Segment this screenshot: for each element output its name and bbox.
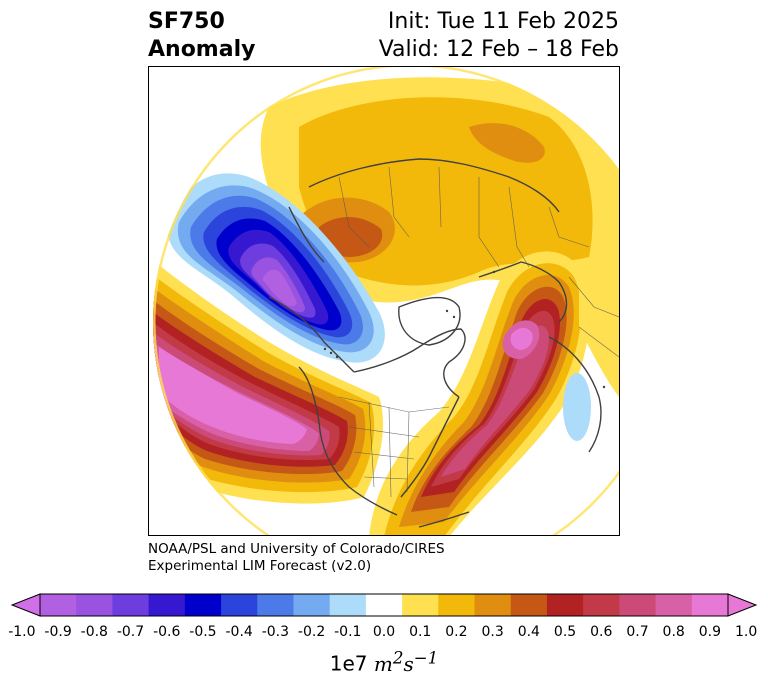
- units-expression: m2s−1: [373, 648, 439, 676]
- colorbar-tick-label: 0.7: [626, 624, 649, 640]
- coastlines: [268, 158, 602, 528]
- colorbar-tick-label: 0.5: [553, 624, 577, 640]
- colorbar-units: 1e7 m2s−1: [0, 648, 768, 676]
- colorbar-tick-label: 0.2: [445, 624, 468, 640]
- attribution-line-2: Experimental LIM Forecast (v2.0): [148, 558, 372, 574]
- colorbar-tick-label: -0.3: [261, 624, 290, 640]
- na-west-coast: [298, 366, 398, 516]
- colorbar-bin: [619, 594, 657, 616]
- forecast-dates: Init: Tue 11 Feb 2025 Valid: 12 Feb – 18…: [379, 8, 619, 64]
- map-panel: [148, 66, 620, 536]
- positive-anomaly-north-africa: [579, 276, 619, 397]
- colorbar-ticks: -1.0 -0.9 -0.8 -0.7 -0.6 -0.5 -0.4 -0.3 -0.2 -0.1…: [0, 624, 768, 644]
- colorbar-bin: [510, 594, 548, 616]
- colorbar-tick-label: 0.8: [662, 624, 685, 640]
- positive-anomaly-eastern-us-atlantic: [369, 251, 590, 535]
- colorbar-tick-label: 0.6: [590, 624, 613, 640]
- negative-anomaly-indian-ocean: [563, 373, 591, 441]
- colorbar-tick-label: 0.4: [517, 624, 540, 640]
- colorbar-tick-label: -0.6: [153, 624, 181, 640]
- colorbar-bin: [257, 594, 294, 616]
- valid-range: Valid: 12 Feb – 18 Feb: [378, 37, 619, 62]
- colorbar-bin: [76, 594, 113, 616]
- colorbar-bin: [402, 594, 439, 616]
- colorbar-tick-label: 0.0: [372, 624, 396, 640]
- colorbar-tick-label: -0.8: [80, 624, 108, 640]
- islands: [323, 270, 606, 389]
- title-anomaly: Anomaly: [148, 37, 256, 62]
- colorbar-tick-label: -0.4: [225, 624, 253, 640]
- colorbar-bin: [112, 594, 150, 616]
- africa-coast: [548, 336, 602, 453]
- colorbar-tick-label: -0.5: [189, 624, 217, 640]
- colorbar-tick-label: 0.9: [698, 624, 722, 640]
- colorbar: [10, 593, 758, 617]
- colorbar-bin: [583, 594, 620, 616]
- colorbar-tick-label: -1.0: [8, 624, 36, 640]
- colorbar-over-extension: [727, 593, 758, 617]
- colorbar-bin: [474, 594, 512, 616]
- alaska-coast: [268, 296, 355, 373]
- colorbar-under-extension: [10, 593, 41, 617]
- units-multiplier: 1e7: [329, 651, 368, 676]
- title-variable: SF750: [148, 9, 225, 34]
- colorbar-tick-label: -0.1: [334, 624, 362, 640]
- colorbar-bin: [365, 594, 403, 616]
- attribution: NOAA/PSL and University of Colorado/CIRE…: [148, 541, 445, 575]
- colorbar-outline: [39, 593, 729, 617]
- colorbar-bin: [438, 594, 476, 616]
- colorbar-bin: [221, 594, 258, 616]
- colorbar-bin: [40, 594, 77, 616]
- asia-north-coast: [308, 158, 560, 213]
- colorbar-tick-label: 0.1: [409, 624, 432, 640]
- east-asia-coast: [288, 206, 325, 263]
- south-america-coast: [418, 511, 470, 528]
- chart-title: SF750 Anomaly: [148, 8, 255, 64]
- colorbar-tick-label: -0.2: [297, 624, 326, 640]
- colorbar-bin: [148, 594, 186, 616]
- anomaly-map: [153, 67, 619, 535]
- positive-anomaly-west-coast-pacific: [153, 257, 384, 504]
- colorbar-bin: [546, 594, 584, 616]
- na-east-coast: [400, 396, 460, 498]
- attribution-line-1: NOAA/PSL and University of Colorado/CIRE…: [148, 541, 445, 557]
- colorbar-bin: [655, 594, 693, 616]
- greenland: [398, 296, 461, 346]
- political-boundaries: [338, 166, 619, 498]
- colorbar-tick-label: 1.0: [734, 624, 758, 640]
- colorbar-bin: [293, 594, 331, 616]
- colorbar-tick-label: -0.7: [116, 624, 145, 640]
- negative-anomaly-north-pacific: [167, 173, 385, 363]
- colorbar-tick-label: 0.3: [481, 624, 504, 640]
- colorbar-bin: [329, 594, 367, 616]
- colorbar-bin: [184, 594, 222, 616]
- colorbar-bin: [691, 594, 729, 616]
- init-date: Init: Tue 11 Feb 2025: [387, 9, 619, 34]
- europe-coast: [478, 261, 568, 323]
- hudson-bay-coast: [353, 328, 466, 398]
- colorbar-tick-label: -0.9: [44, 624, 72, 640]
